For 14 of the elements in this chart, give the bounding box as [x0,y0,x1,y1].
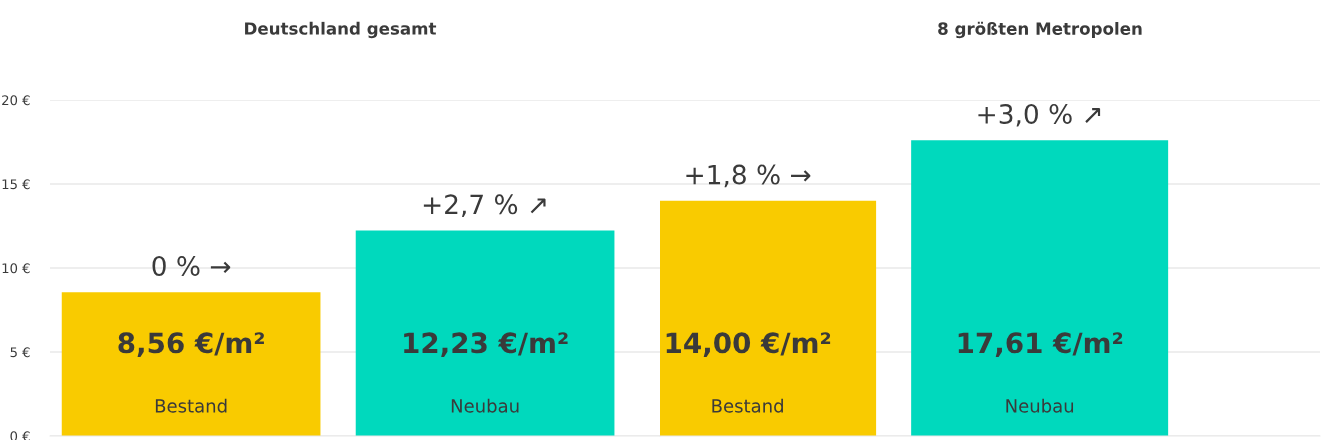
y-tick-label: 10 € [2,263,30,274]
chart-title: 8 größten Metropolen [938,21,1142,39]
annotation: 0 % → [152,256,231,276]
annotation: +3,0 % ↗ [978,103,1101,127]
y-tick-label: 15 € [2,179,30,190]
data-label: 17,61 €/m² [958,332,1123,357]
y-tick-label: 5 € [10,347,30,358]
data-label: 12,23 €/m² [404,332,568,357]
data-label: 8,56 €/m² [118,332,264,357]
annotation: +1,8 % → [686,164,811,188]
annotation: +2,7 % ↗ [423,194,546,217]
chart-title: Deutschland gesamt [245,21,437,39]
data-label: 14,00 €/m² [666,332,831,357]
y-tick-label: 20 € [2,95,30,106]
